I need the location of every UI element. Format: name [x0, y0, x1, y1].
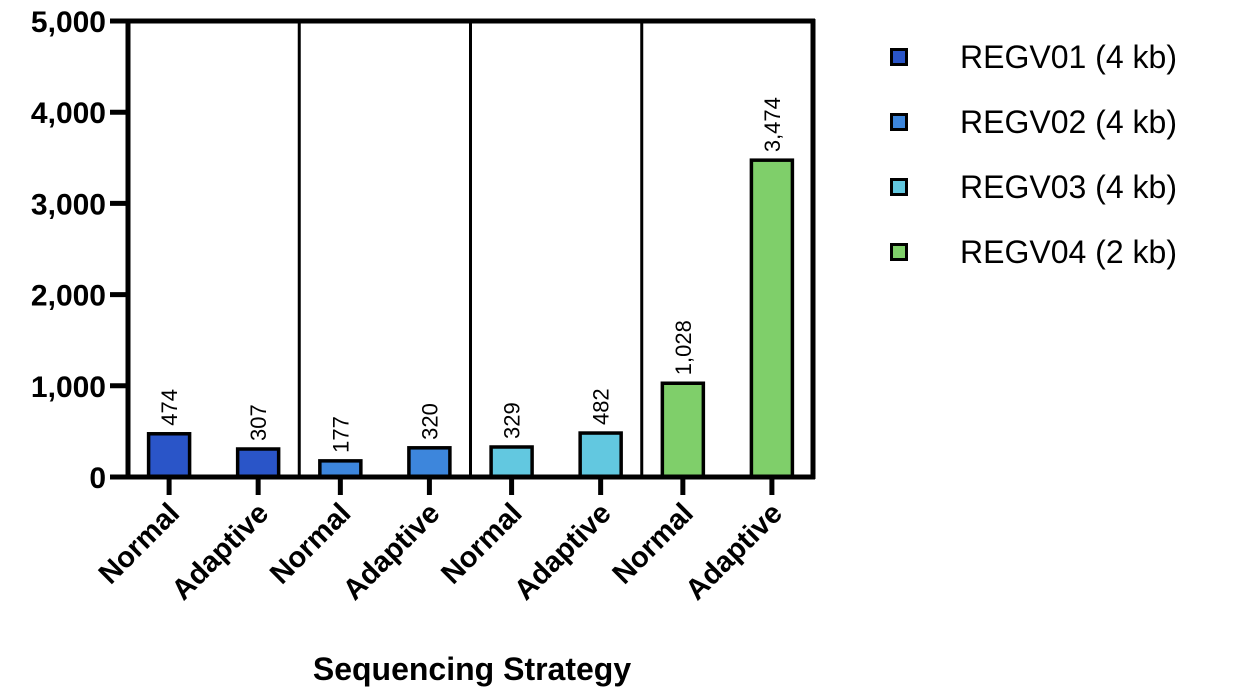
data-label: 329: [500, 402, 525, 439]
bar-4-adaptive: [749, 158, 795, 479]
x-tick-label: Adaptive: [166, 497, 275, 606]
legend-swatch: [890, 243, 908, 261]
data-label: 3,474: [760, 97, 785, 152]
data-label: 1,028: [671, 320, 696, 375]
y-tick-label: 3,000: [31, 188, 106, 221]
x-tick-label: Adaptive: [680, 497, 789, 606]
legend-label: REGV04 (2 kb): [960, 234, 1177, 270]
x-tick-label: Adaptive: [508, 497, 617, 606]
legend-label: REGV03 (4 kb): [960, 169, 1177, 205]
data-label: 307: [246, 404, 271, 441]
y-tick-label: 2,000: [31, 280, 106, 313]
data-label: 474: [157, 389, 182, 426]
bar-3-normal: [489, 445, 534, 479]
data-label: 482: [589, 388, 614, 425]
data-label: 320: [417, 403, 442, 440]
bar-3-adaptive: [578, 431, 623, 479]
legend-swatch: [890, 48, 908, 66]
legend-swatch: [890, 178, 908, 196]
bar-4-normal: [660, 381, 706, 479]
legend-label: REGV01 (4 kb): [960, 39, 1177, 75]
legend-swatch: [890, 113, 908, 131]
y-tick-label: 5,000: [31, 6, 106, 39]
bar-1-adaptive: [235, 447, 281, 479]
legend-label: REGV02 (4 kb): [960, 104, 1177, 140]
x-tick-label: Adaptive: [337, 497, 446, 606]
legend: REGV01 (4 kb) REGV02 (4 kb) REGV03 (4 kb) R…: [890, 39, 1177, 270]
bar-2-adaptive: [407, 446, 452, 479]
bar-1-normal: [146, 432, 192, 479]
data-label: 177: [328, 416, 353, 453]
y-tick-label: 1,000: [31, 371, 106, 404]
x-axis-title: Sequencing Strategy: [313, 651, 632, 687]
y-tick-label: 0: [89, 462, 106, 495]
y-tick-label: 4,000: [31, 97, 106, 130]
plot-area: 474Normal307Adaptive177Normal320Adaptive…: [31, 6, 816, 607]
